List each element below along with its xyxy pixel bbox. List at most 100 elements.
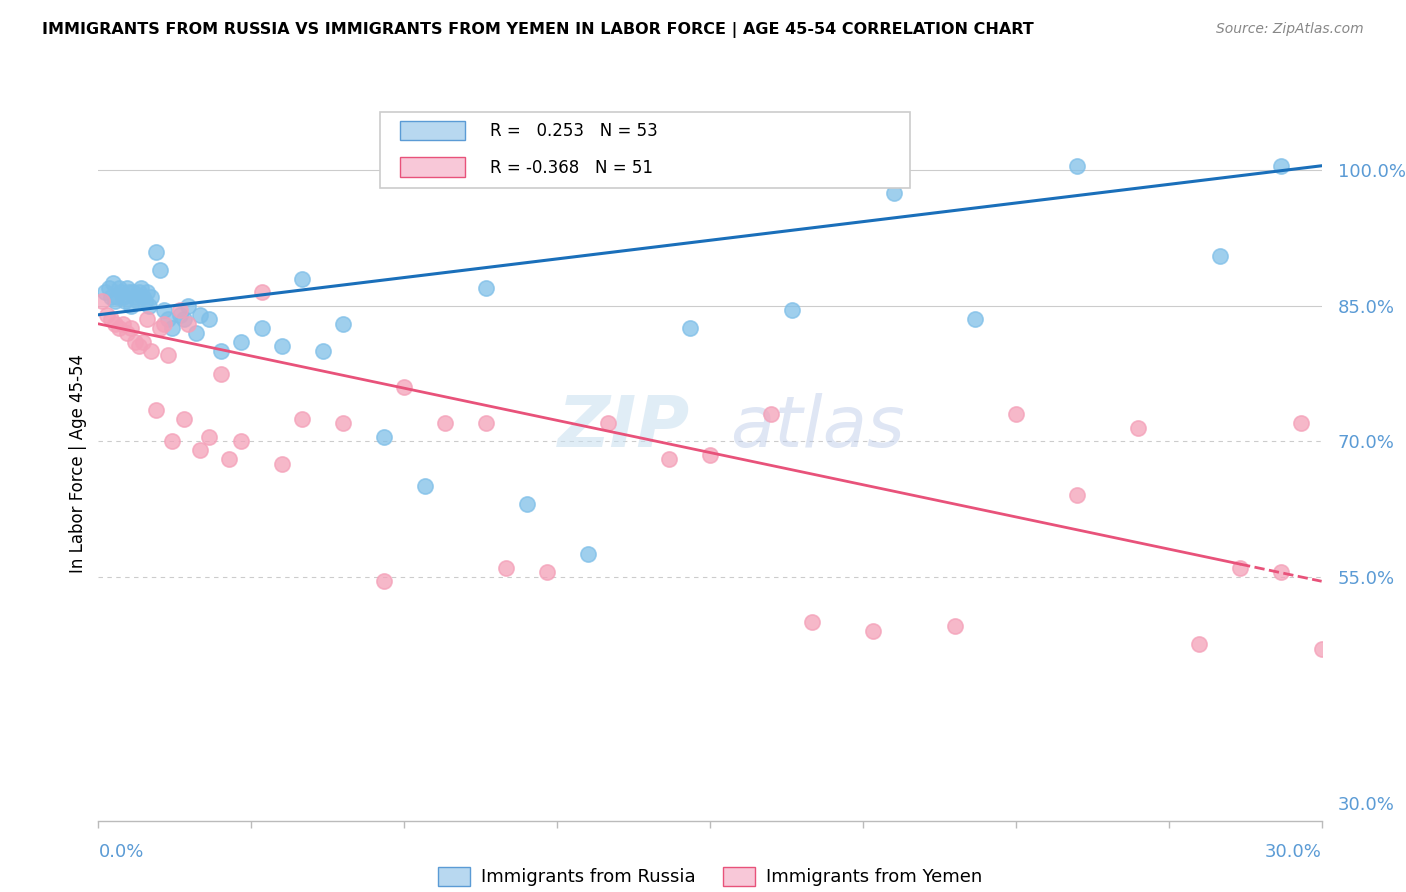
Point [128,339,150,353]
Point [332,416,354,430]
Point [101,276,124,290]
Point [413,479,436,493]
Text: Source: ZipAtlas.com: Source: ZipAtlas.com [1216,22,1364,37]
Point [186,326,208,340]
Point [173,312,195,326]
Point [943,619,966,633]
Point [1208,249,1232,263]
Point [132,334,155,349]
Text: atlas: atlas [731,393,905,462]
Point [188,443,212,458]
Point [474,416,498,430]
Point [495,560,517,574]
Point [145,402,167,417]
Point [104,294,127,309]
Point [120,299,142,313]
Point [97,281,120,295]
Point [270,339,294,353]
Text: R = -0.368   N = 51: R = -0.368 N = 51 [489,159,652,177]
Point [120,321,142,335]
Text: ZIP: ZIP [557,393,690,462]
Point [332,317,354,331]
Point [156,348,179,362]
Point [128,285,150,300]
Point [883,186,905,200]
Point [965,312,987,326]
Point [152,303,174,318]
Text: 30.0%: 30.0% [1265,843,1322,861]
Point [536,566,558,580]
Point [96,308,118,322]
Point [270,457,294,471]
Point [1188,638,1211,652]
Point [197,312,219,326]
Point [124,290,146,304]
Point [197,430,219,444]
Legend: Immigrants from Russia, Immigrants from Yemen: Immigrants from Russia, Immigrants from … [430,860,990,892]
Point [250,285,273,300]
Point [576,547,599,561]
Point [136,312,159,326]
Point [250,321,273,335]
Point [780,303,803,318]
Point [134,294,156,309]
Point [177,299,200,313]
Point [91,294,114,309]
Text: IMMIGRANTS FROM RUSSIA VS IMMIGRANTS FROM YEMEN IN LABOR FORCE | AGE 45-54 CORRE: IMMIGRANTS FROM RUSSIA VS IMMIGRANTS FRO… [42,22,1033,38]
Point [658,452,681,467]
Point [177,317,200,331]
Point [93,285,115,300]
Point [1128,420,1150,434]
Point [173,411,195,425]
Point [596,416,619,430]
Point [132,290,155,304]
Point [759,407,782,421]
Point [801,615,824,629]
Point [141,343,163,358]
Point [1270,159,1292,173]
Point [136,285,159,300]
Point [108,281,131,295]
Point [373,574,395,589]
Point [516,498,538,512]
Point [209,343,232,358]
Point [122,285,145,300]
Point [1004,407,1026,421]
Point [231,334,253,349]
Point [160,434,183,449]
Point [218,452,240,467]
Point [862,624,884,638]
Point [1066,159,1088,173]
Point [127,294,149,309]
Point [209,367,232,381]
Text: 0.0%: 0.0% [98,843,143,861]
Bar [401,120,465,140]
Point [291,271,314,285]
Point [169,308,191,322]
Point [110,285,132,300]
Point [149,262,172,277]
Point [169,303,191,318]
Point [699,448,721,462]
Point [152,317,174,331]
Point [156,312,179,326]
Point [160,321,183,335]
Text: R =   0.253   N = 53: R = 0.253 N = 53 [489,122,658,140]
Point [149,321,172,335]
Bar [401,157,465,177]
Point [108,321,131,335]
Bar [380,112,910,188]
Point [100,290,122,304]
Point [188,308,212,322]
Point [138,299,160,313]
Point [105,290,128,304]
Point [115,326,138,340]
Point [392,380,416,394]
Point [124,334,146,349]
Point [1310,642,1333,657]
Point [145,244,167,259]
Point [100,312,122,326]
Point [291,411,314,425]
Point [1291,416,1313,430]
Point [129,281,152,295]
